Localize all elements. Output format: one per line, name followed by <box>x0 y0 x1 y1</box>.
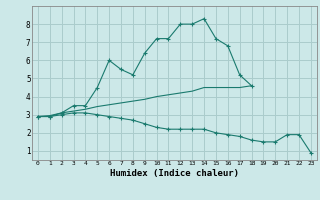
X-axis label: Humidex (Indice chaleur): Humidex (Indice chaleur) <box>110 169 239 178</box>
